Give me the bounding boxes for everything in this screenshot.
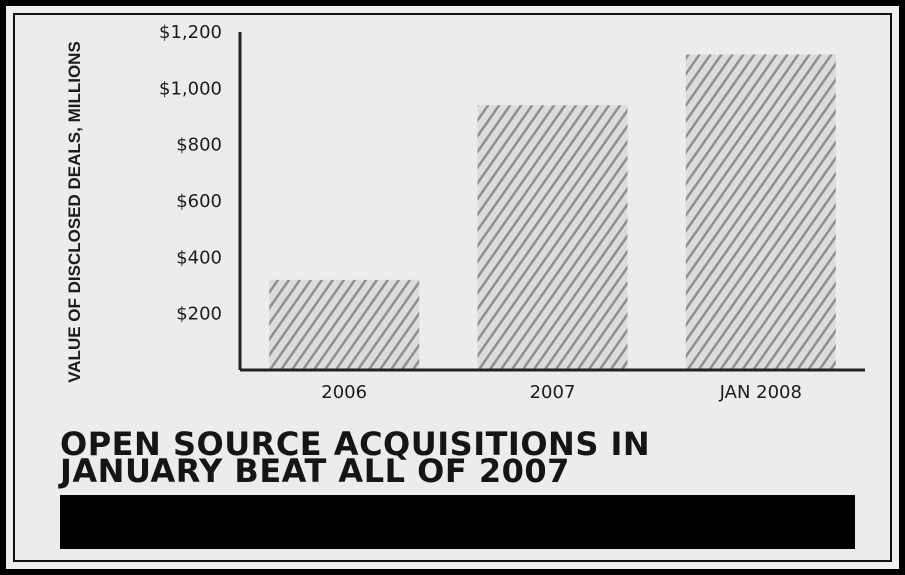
y-tick-label: $600 [176, 191, 222, 212]
redacted-bar [60, 495, 855, 549]
bar-jan-2008 [685, 54, 836, 370]
bar-2007 [477, 105, 628, 370]
y-tick-label: $1,200 [159, 22, 222, 43]
y-axis-title: VALUE OF DISCLOSED DEALS, MILLIONS [65, 41, 84, 383]
chart-caption-line-1: OPEN SOURCE ACQUISITIONS IN [60, 425, 651, 463]
x-tick-label: 2007 [530, 382, 576, 403]
y-tick-label: $1,000 [159, 78, 222, 99]
y-tick-label: $800 [176, 135, 222, 156]
y-tick-label: $400 [176, 247, 222, 268]
x-tick-label: 2006 [321, 382, 367, 403]
y-tick-label: $200 [176, 304, 222, 325]
bar-2006 [269, 279, 420, 370]
x-tick-label: JAN 2008 [719, 382, 802, 403]
chart-caption-line-2: JANUARY BEAT ALL OF 2007 [60, 452, 570, 490]
